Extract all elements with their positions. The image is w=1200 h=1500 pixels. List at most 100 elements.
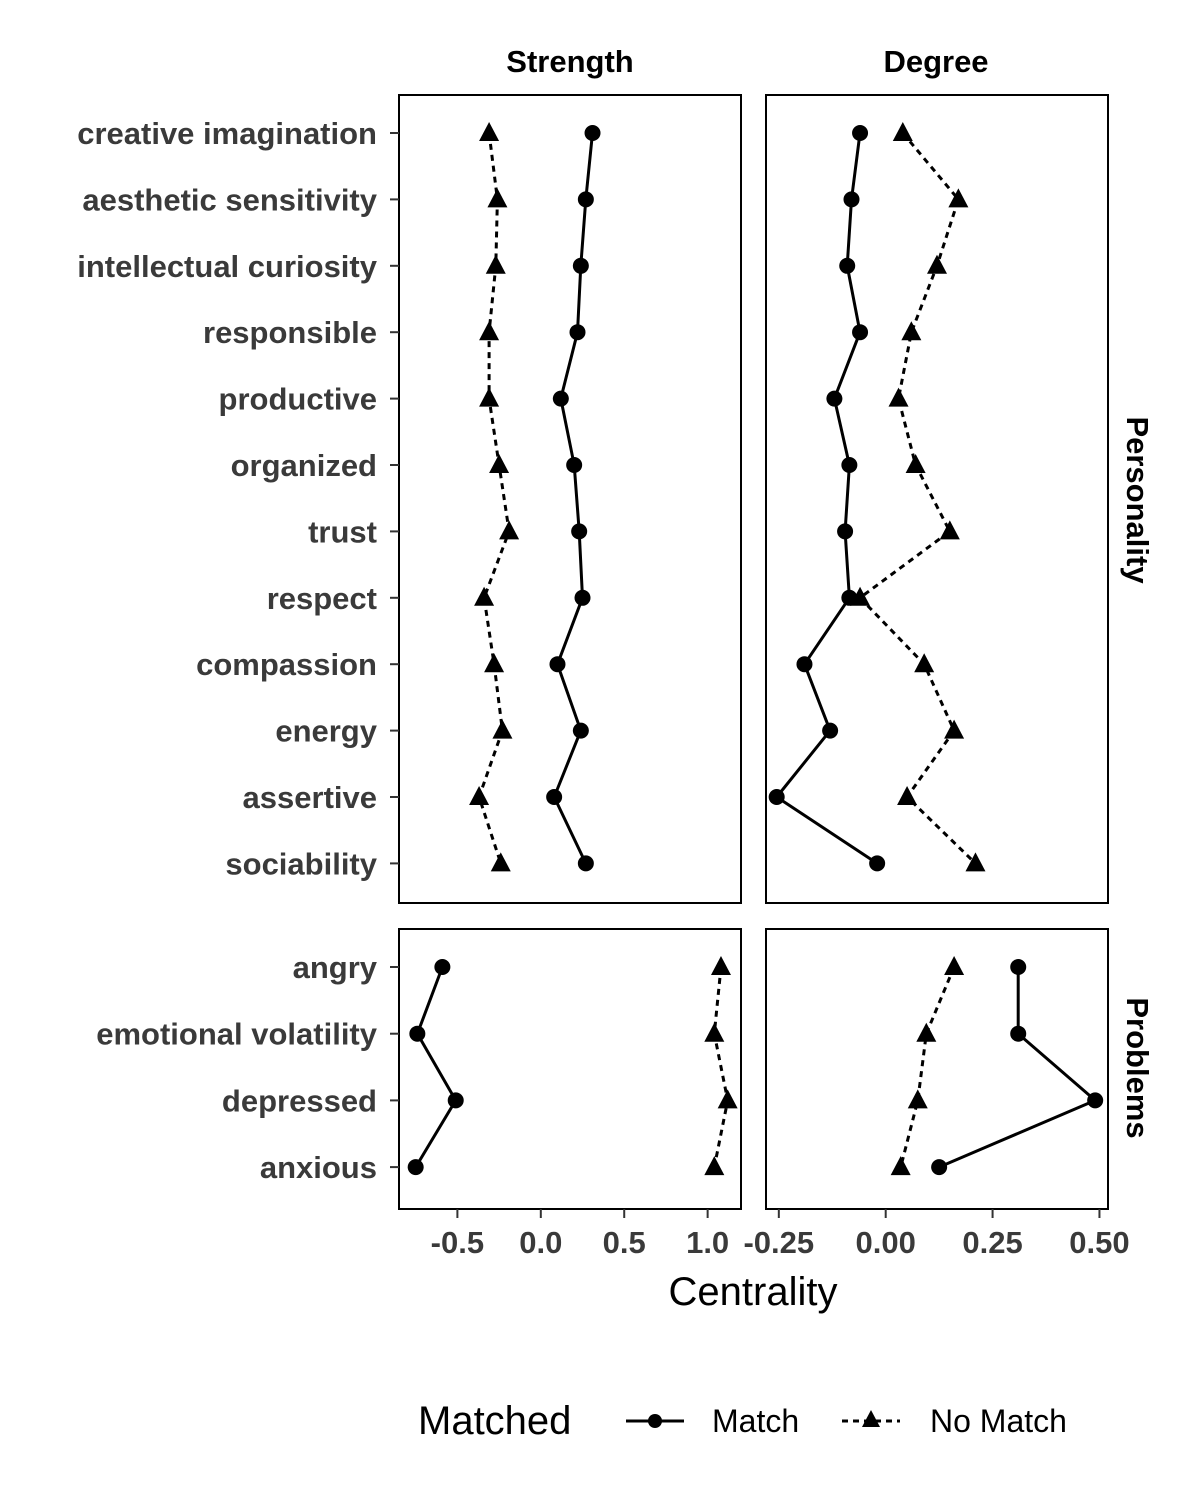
y-axis-ticks: creative imagination aesthetic sensitivit… [77, 116, 399, 1185]
marker-no-match-strength-angry [710, 956, 731, 975]
marker-no-match-degree-anxious [890, 1156, 911, 1176]
y-tick-label-aesthetic-sensitivity: aesthetic sensitivity [82, 182, 377, 217]
panel-strength-problems [398, 928, 742, 1210]
marker-match-degree-assertive [768, 789, 785, 805]
marker-no-match-strength-anxious [704, 1156, 725, 1176]
marker-no-match-degree-emotional-volatility [916, 1022, 937, 1042]
x-tick-label-degree-1: 0.00 [856, 1225, 916, 1260]
marker-no-match-degree-energy [944, 719, 965, 739]
marker-match-strength-depressed [447, 1092, 464, 1109]
x-tick-label-strength-2: 0.5 [603, 1225, 646, 1260]
legend: Matched Match No Match [418, 1399, 1067, 1443]
strip-label-problems: Problems [1120, 997, 1155, 1138]
y-tick-label-angry: angry [293, 950, 378, 985]
marker-no-match-degree-trust [939, 520, 960, 540]
series-layer [407, 122, 1104, 1176]
marker-match-degree-aesthetic-sensitivity [843, 191, 860, 208]
x-tick-label-degree-3: 0.50 [1069, 1225, 1129, 1260]
marker-match-strength-anxious [407, 1159, 424, 1176]
marker-no-match-degree-productive [888, 387, 909, 407]
y-tick-label-emotional-volatility: emotional volatility [96, 1017, 378, 1052]
marker-no-match-strength-respect [474, 586, 495, 606]
marker-match-strength-intellectual-curiosity [572, 257, 589, 274]
marker-match-strength-compassion [549, 656, 566, 673]
marker-no-match-degree-assertive [897, 786, 918, 805]
marker-no-match-degree-depressed [907, 1089, 928, 1109]
marker-match-degree-compassion [796, 656, 813, 673]
marker-no-match-degree-responsible [901, 321, 922, 341]
marker-match-degree-angry [1010, 959, 1027, 975]
legend-label-nomatch: No Match [930, 1403, 1067, 1439]
x-axis-label: Centrality [669, 1270, 838, 1314]
strip-label-strength: Strength [506, 44, 633, 79]
series-line-no-match-degree-personality [858, 132, 977, 865]
x-tick-label-degree-2: 0.25 [962, 1225, 1022, 1260]
marker-no-match-strength-organized [489, 454, 510, 473]
marker-no-match-strength-responsible [479, 321, 500, 341]
y-tick-label-depressed: depressed [222, 1083, 377, 1118]
y-tick-label-respect: respect [267, 581, 377, 616]
marker-no-match-strength-emotional-volatility [704, 1022, 725, 1042]
legend-title: Matched [418, 1399, 571, 1443]
marker-no-match-strength-creative-imagination [479, 122, 500, 141]
marker-no-match-degree-intellectual-curiosity [927, 254, 947, 274]
marker-match-degree-trust [837, 523, 854, 540]
marker-no-match-degree-organized [905, 454, 926, 473]
legend-label-match: Match [712, 1403, 799, 1439]
strip-label-degree: Degree [883, 44, 988, 79]
marker-no-match-strength-aesthetic-sensitivity [487, 188, 508, 208]
x-axis-ticks: -0.5 0.0 0.5 1.0 -0.25 0.00 0.25 0.50 [431, 1209, 1130, 1260]
marker-match-degree-depressed [1087, 1092, 1104, 1109]
strip-label-personality: Personality [1120, 416, 1155, 584]
y-tick-label-intellectual-curiosity: intellectual curiosity [77, 249, 378, 284]
y-tick-label-anxious: anxious [260, 1150, 377, 1185]
marker-no-match-degree-respect [850, 586, 871, 606]
y-tick-label-productive: productive [219, 382, 377, 417]
y-tick-label-responsible: responsible [203, 315, 377, 350]
marker-no-match-strength-intellectual-curiosity [485, 254, 506, 274]
marker-match-strength-aesthetic-sensitivity [577, 191, 594, 208]
marker-match-strength-organized [566, 457, 583, 473]
marker-match-degree-energy [822, 722, 839, 739]
marker-no-match-strength-productive [479, 387, 500, 407]
marker-no-match-strength-sociability [490, 852, 511, 872]
marker-no-match-strength-assertive [469, 786, 490, 805]
marker-match-strength-trust [571, 523, 588, 540]
marker-no-match-degree-sociability [965, 852, 986, 872]
marker-no-match-strength-trust [499, 520, 520, 540]
marker-match-strength-angry [434, 959, 451, 975]
marker-no-match-strength-energy [492, 719, 513, 739]
x-tick-label-degree-0: -0.25 [743, 1225, 814, 1260]
marker-match-strength-respect [574, 589, 591, 606]
marker-match-degree-creative-imagination [852, 125, 869, 141]
series-line-match-degree-personality [775, 132, 878, 865]
marker-no-match-strength-compassion [484, 653, 505, 673]
y-tick-label-creative-imagination: creative imagination [77, 116, 377, 151]
marker-no-match-strength-depressed [717, 1089, 738, 1109]
marker-match-strength-emotional-volatility [409, 1025, 426, 1042]
series-line-no-match-degree-problems [899, 966, 956, 1168]
legend-key-match-marker [648, 1414, 662, 1428]
marker-match-degree-productive [826, 390, 843, 407]
marker-match-degree-sociability [869, 855, 886, 872]
y-tick-label-assertive: assertive [243, 780, 377, 815]
series-line-match-strength-personality [552, 132, 594, 865]
series-line-no-match-strength-problems [712, 966, 730, 1168]
marker-no-match-degree-aesthetic-sensitivity [948, 188, 969, 208]
y-tick-label-organized: organized [231, 448, 377, 483]
y-tick-label-sociability: sociability [225, 846, 377, 881]
marker-no-match-degree-angry [944, 956, 965, 975]
panel-degree-personality [765, 94, 1109, 904]
x-tick-label-strength-0: -0.5 [431, 1225, 484, 1260]
series-line-match-strength-problems [414, 966, 458, 1168]
y-tick-label-energy: energy [275, 714, 377, 749]
marker-match-strength-productive [552, 390, 569, 407]
y-tick-label-compassion: compassion [196, 647, 377, 682]
marker-match-degree-emotional-volatility [1010, 1025, 1027, 1042]
marker-match-degree-responsible [852, 324, 869, 341]
marker-match-strength-sociability [577, 855, 594, 872]
x-tick-label-strength-3: 1.0 [686, 1225, 729, 1260]
marker-match-degree-anxious [931, 1159, 948, 1176]
marker-no-match-degree-creative-imagination [892, 122, 913, 141]
